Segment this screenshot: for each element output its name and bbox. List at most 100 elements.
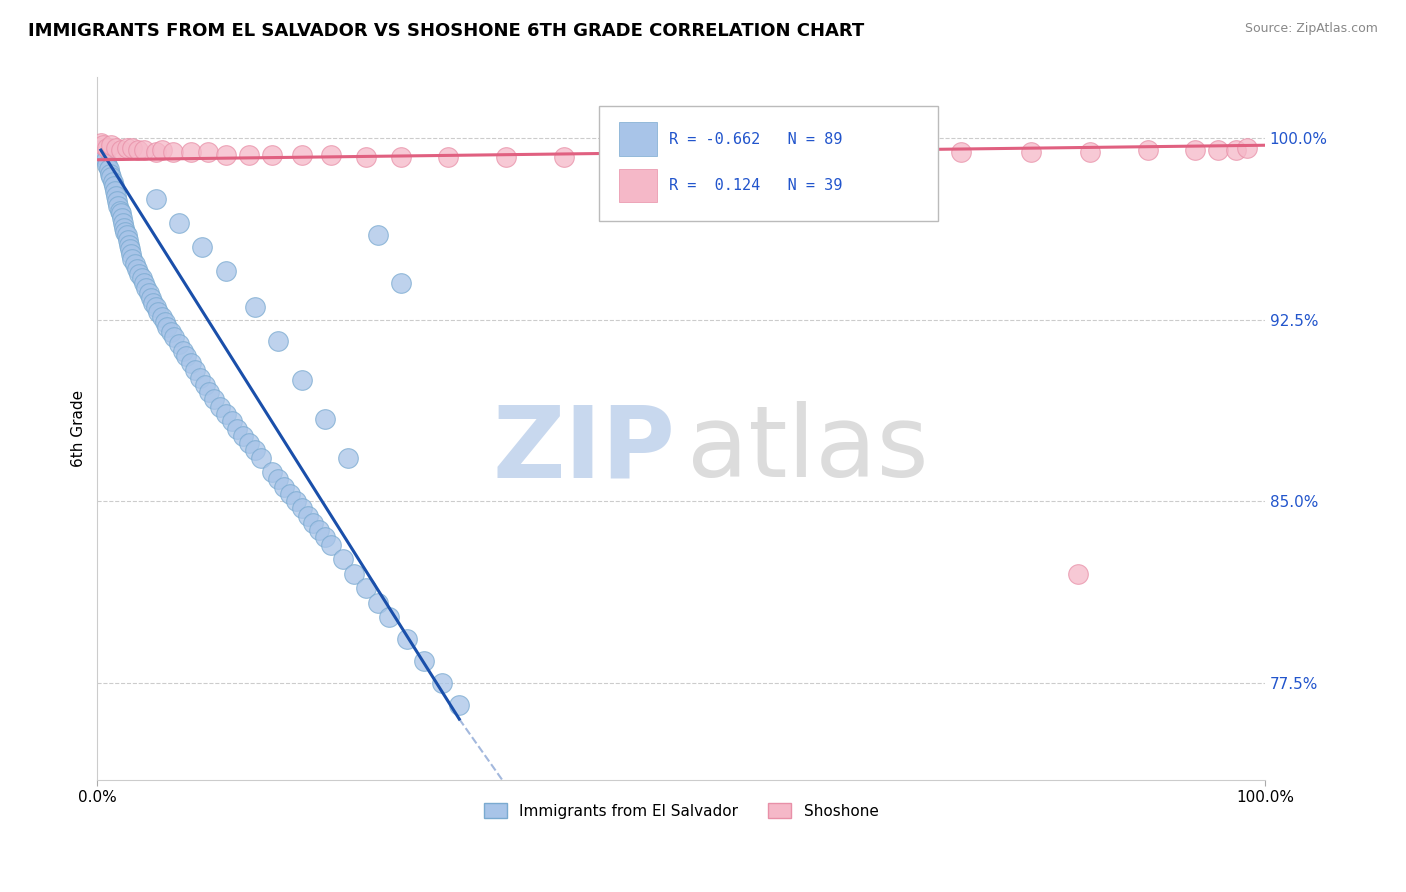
Point [249, 450, 271, 465]
Point [314, 412, 336, 426]
Point [115, 227, 138, 242]
Point [105, 194, 128, 208]
Point [308, 523, 330, 537]
Point [232, 429, 254, 443]
Point [145, 301, 167, 315]
Point [98, 167, 121, 181]
Point [127, 143, 149, 157]
Point [810, 148, 832, 162]
Point [138, 285, 160, 300]
Point [1078, 145, 1101, 160]
Point [101, 175, 124, 189]
Point [278, 487, 301, 501]
Point [167, 336, 190, 351]
Point [354, 150, 377, 164]
Point [153, 315, 176, 329]
Point [314, 531, 336, 545]
Point [131, 271, 153, 285]
Point [110, 206, 132, 220]
Point [243, 301, 266, 315]
Point [1236, 141, 1258, 155]
Point [145, 145, 167, 160]
Point [142, 295, 165, 310]
Point [495, 150, 517, 164]
Point [124, 257, 146, 271]
Point [100, 169, 122, 184]
Point [262, 148, 284, 162]
Point [395, 632, 418, 647]
Point [553, 150, 575, 164]
Point [1067, 566, 1090, 581]
Point [112, 220, 135, 235]
Point [1184, 143, 1206, 157]
Point [950, 145, 973, 160]
Point [180, 145, 202, 160]
Point [669, 148, 692, 162]
Point [105, 189, 128, 203]
Point [389, 150, 412, 164]
Point [291, 148, 314, 162]
Point [96, 158, 118, 172]
Point [612, 148, 634, 162]
Point [337, 450, 360, 465]
Point [319, 538, 342, 552]
Text: ZIP: ZIP [492, 401, 675, 498]
Point [238, 436, 260, 450]
Point [160, 325, 183, 339]
Point [1225, 143, 1247, 157]
Point [215, 148, 238, 162]
Point [273, 480, 295, 494]
Point [100, 138, 122, 153]
Point [188, 370, 211, 384]
Point [1206, 143, 1229, 157]
Point [132, 143, 155, 157]
Point [90, 143, 112, 157]
Y-axis label: 6th Grade: 6th Grade [72, 390, 86, 467]
Point [167, 216, 190, 230]
Point [226, 421, 249, 435]
Point [367, 227, 389, 242]
Point [1021, 145, 1043, 160]
Point [740, 148, 762, 162]
Point [91, 148, 114, 162]
Point [118, 243, 141, 257]
Point [319, 148, 342, 162]
Point [197, 145, 219, 160]
Point [180, 356, 202, 370]
Point [172, 344, 194, 359]
Point [128, 267, 150, 281]
Point [115, 141, 138, 155]
Text: R = -0.662   N = 89: R = -0.662 N = 89 [669, 132, 842, 146]
Point [145, 192, 167, 206]
Point [238, 148, 260, 162]
Point [221, 414, 243, 428]
Point [163, 329, 186, 343]
Point [267, 334, 290, 349]
Point [118, 237, 141, 252]
Point [120, 247, 142, 261]
Text: Source: ZipAtlas.com: Source: ZipAtlas.com [1244, 22, 1378, 36]
Point [198, 385, 221, 400]
Point [343, 566, 366, 581]
Point [208, 400, 231, 414]
Point [94, 153, 117, 167]
Point [291, 373, 314, 387]
Point [880, 145, 903, 160]
Point [114, 226, 136, 240]
Point [202, 392, 225, 407]
Point [413, 654, 436, 668]
Bar [619, 169, 657, 202]
Point [389, 277, 412, 291]
Point [191, 240, 214, 254]
Point [150, 310, 173, 325]
Point [139, 291, 162, 305]
Point [243, 443, 266, 458]
Legend: Immigrants from El Salvador, Shoshone: Immigrants from El Salvador, Shoshone [478, 797, 884, 824]
Point [105, 141, 128, 155]
Point [291, 501, 314, 516]
Point [449, 698, 471, 712]
Point [108, 203, 131, 218]
Point [1137, 143, 1160, 157]
Point [354, 582, 377, 596]
Point [125, 261, 148, 276]
